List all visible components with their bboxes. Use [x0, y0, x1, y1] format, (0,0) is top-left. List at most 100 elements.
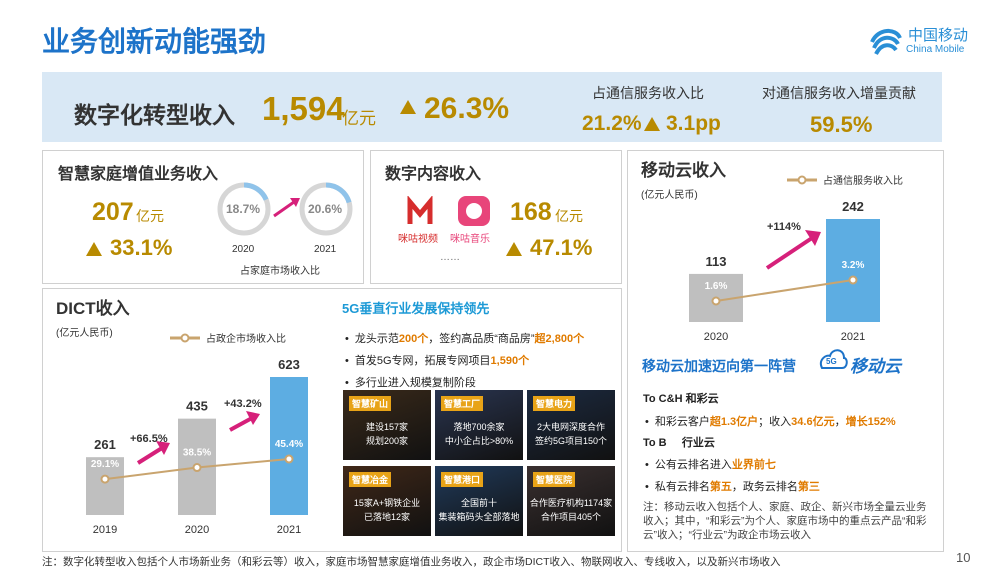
bullet: 龙头示范200个，签约高品质“商品房”超2,800个 — [345, 330, 584, 346]
line-point — [192, 463, 202, 473]
chart-title: DICT收入 — [56, 298, 130, 318]
section-product: 和彩云 — [685, 393, 719, 405]
chart-subtitle: (亿元人民币) — [56, 326, 113, 339]
line-point — [100, 474, 110, 484]
share: 21.2% — [582, 112, 642, 135]
text-segment: 第三 — [797, 481, 820, 493]
bar-label: 261 — [94, 437, 116, 452]
annotation: +114% — [767, 221, 801, 233]
x-tick-label: 2019 — [93, 524, 117, 536]
triangle — [644, 117, 666, 136]
text-segment: 增长152% — [845, 416, 896, 428]
caption: 占家庭市场收入比 — [240, 266, 320, 277]
unit: 亿元 — [555, 208, 583, 224]
text-segment: ， — [834, 416, 846, 428]
cloud-chart: 移动云收入 (亿元人民币) 占通信服务收入比 113 2020 242 2021 1.6% 3.… — [641, 160, 903, 343]
share-change: 3.1pp — [666, 112, 721, 135]
unit: 亿元 — [136, 208, 164, 224]
tile-title: 智慧工厂 — [441, 396, 484, 411]
legend-marker — [180, 333, 190, 343]
growth: 47.1% — [530, 235, 593, 260]
rings — [217, 182, 353, 236]
x-tick-label: 2021 — [841, 331, 865, 343]
line-point — [848, 275, 858, 285]
tile-title: 智慧电力 — [533, 396, 576, 411]
line-point — [284, 454, 294, 464]
share-label: 占通信服务收入比 — [592, 85, 704, 101]
tile-line: 建设157家 — [365, 422, 409, 432]
tile: 智慧冶金 15家A+钢铁企业 已落地12家 — [343, 466, 431, 536]
ring-year: 2020 — [232, 244, 255, 255]
tile-line: 中小企占比>80% — [444, 436, 514, 446]
tile-title: 智慧矿山 — [349, 396, 392, 411]
logo-cloud — [820, 349, 848, 369]
tile-title: 智慧医院 — [533, 472, 576, 487]
line-point — [711, 296, 721, 306]
legend-label: 占通信服务收入比 — [823, 174, 903, 187]
text-segment: 公有云排名进入 — [654, 459, 732, 471]
logo-en: China Mobile — [906, 44, 965, 55]
bullet: 公有云排名进入业界前七 — [645, 456, 776, 472]
text-segment: 首发5G专网，拓展专网项目 — [354, 355, 491, 367]
bullet: 私有云排名第五，政务云排名第三 — [645, 478, 820, 494]
page-number: 10 — [956, 550, 971, 565]
more: …… — [440, 252, 460, 263]
panel-title: 数字内容收入 — [385, 166, 482, 183]
tile-line: 2大电网深度合作 — [536, 422, 605, 432]
value: 207 — [92, 198, 134, 226]
legend-label: 占政企市场收入比 — [206, 332, 286, 345]
line-label: 3.2% — [842, 260, 865, 271]
tile: 智慧工厂 落地700余家 中小企占比>80% — [435, 390, 523, 460]
bullet: 多行业进入规模复制阶段 — [345, 374, 476, 390]
text-segment: 1,590个 — [490, 355, 530, 367]
text-segment: 龙头示范 — [354, 333, 399, 345]
annotation: +43.2% — [224, 398, 262, 410]
bullet: 首发5G专网，拓展专网项目1,590个 — [345, 352, 529, 368]
triangle — [506, 242, 528, 261]
tile: 智慧港口 全国前十 集装箱码头全部落地 — [435, 466, 523, 536]
banner-growth: 26.3% — [424, 92, 510, 125]
tile: 智慧电力 2大电网深度合作 签约5G项目150个 — [527, 390, 615, 460]
contribution-label: 对通信服务收入增量贡献 — [762, 85, 916, 101]
annotation: +66.5% — [130, 433, 168, 445]
contribution: 59.5% — [810, 112, 873, 137]
bar — [826, 219, 880, 322]
line-label: 1.6% — [705, 281, 728, 292]
bar-label: 242 — [842, 199, 864, 214]
bullet: 和彩云客户超1.3亿户；收入34.6亿元，增长152% — [645, 413, 896, 429]
value: 168 — [510, 198, 552, 226]
dict-chart: DICT收入 (亿元人民币) 占政企市场收入比 261 2019 435 2020 623 20… — [56, 298, 308, 536]
logo-badge: 5G — [826, 357, 837, 366]
bar-label: 623 — [278, 357, 300, 372]
text-segment: 私有云排名 — [654, 481, 710, 493]
app-label: 咪咕音乐 — [450, 234, 490, 245]
tile-line: 集装箱码头全部落地 — [438, 512, 520, 522]
title: 业务创新动能强劲 — [42, 26, 267, 57]
tile-line: 合作项目405个 — [540, 512, 602, 522]
banner-label: 数字化转型收入 — [74, 102, 235, 128]
line — [715, 279, 854, 302]
chart-subtitle: (亿元人民币) — [641, 188, 698, 201]
section-title: To B 行业云 — [643, 434, 715, 450]
triangle — [86, 242, 108, 261]
footnote: 注：数字化转型收入包括个人市场新业务（和彩云等）收入，家庭市场智慧家庭增值业务收… — [42, 556, 781, 568]
logo-cn: 中国移动 — [908, 27, 969, 44]
legend-marker — [797, 175, 807, 185]
x-tick-label: 2021 — [277, 524, 301, 536]
line-label: 29.1% — [91, 459, 119, 470]
bar-label: 113 — [706, 254, 727, 269]
text-segment: 34.6亿元 — [791, 416, 835, 428]
panel — [42, 150, 364, 284]
text-segment: 200个 — [398, 333, 429, 345]
tile-line: 全国前十 — [460, 498, 497, 508]
app-label: 咪咕视频 — [398, 234, 438, 245]
text-segment: 业界前七 — [731, 459, 776, 471]
cloud-note: 注：移动云收入包括个人、家庭、政企、新兴市场全量云业务收入；其中，“和彩云”为个… — [643, 501, 927, 541]
line-label: 45.4% — [275, 439, 303, 450]
text-segment: 第五 — [709, 481, 732, 493]
section-product: 行业云 — [681, 437, 715, 449]
text-segment: 多行业进入规模复制阶段 — [354, 377, 476, 389]
ring-value: 18.7% — [226, 202, 261, 216]
bar — [270, 377, 308, 515]
